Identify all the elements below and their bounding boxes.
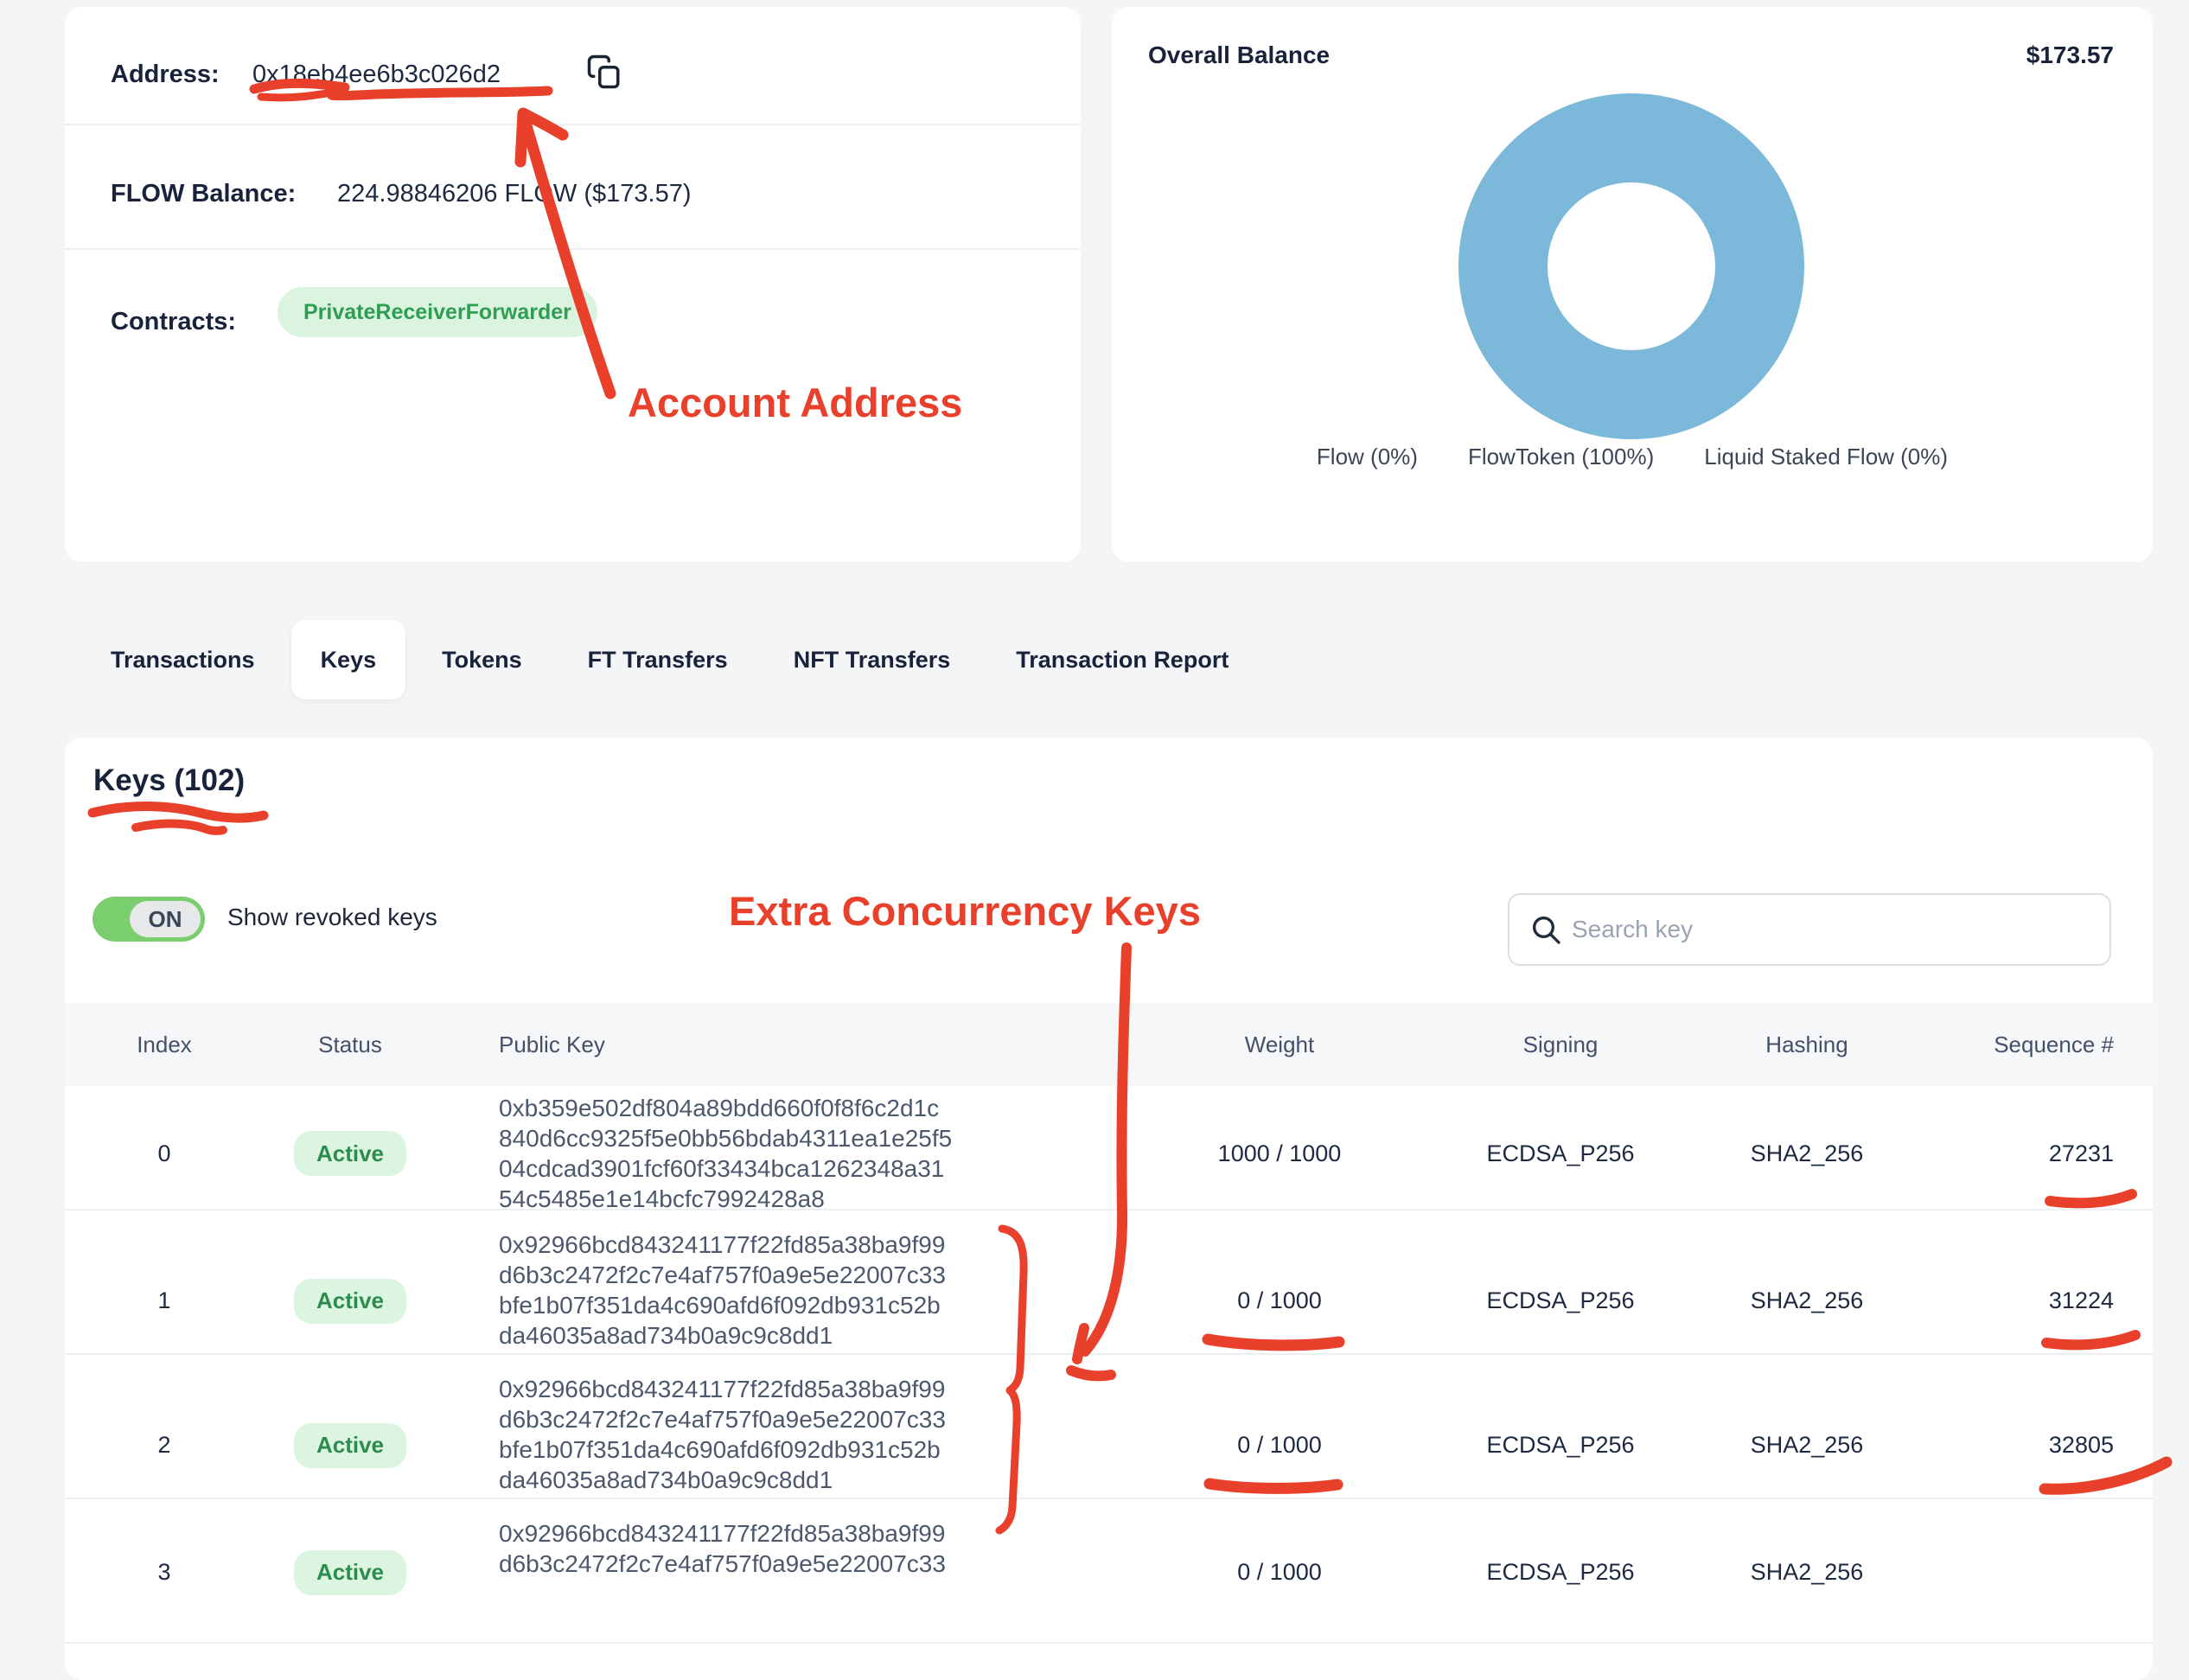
public-key-line: da46035a8ad734b0a9c9c8dd1 <box>499 1322 833 1349</box>
divider <box>65 248 1081 250</box>
key-sequence: 31224 <box>2048 1287 2114 1313</box>
key-row-2: 2 Active 0x92966bcd843241177f22fd85a38ba9f… <box>65 1355 2153 1499</box>
key-weight: 0 / 1000 <box>1237 1287 1322 1313</box>
public-key-line: d6b3c2472f2c7e4af757f0a9e5e22007c33 <box>499 1262 946 1288</box>
donut-legend: Flow (0%) FlowToken (100%) Liquid Staked F… <box>1112 444 2153 470</box>
key-search <box>1508 893 2111 966</box>
divider <box>65 124 1081 125</box>
key-weight: 1000 / 1000 <box>1217 1140 1342 1166</box>
status-badge: Active <box>293 1131 407 1176</box>
key-sequence: 27231 <box>2048 1140 2114 1166</box>
public-key-line: 840d6cc9325f5e0bb56bdab4311ea1e25f5 <box>499 1125 953 1152</box>
tab-nft-transfers[interactable]: NFT Transfers <box>793 646 951 673</box>
tab-transactions[interactable]: Transactions <box>111 646 255 673</box>
key-signing: ECDSA_P256 <box>1486 1432 1635 1458</box>
legend-item: FlowToken (100%) <box>1467 444 1655 470</box>
key-hashing: SHA2_256 <box>1750 1432 1864 1458</box>
public-key-line: 0x92966bcd843241177f22fd85a38ba9f99 <box>499 1376 946 1402</box>
public-key-line: bfe1b07f351da4c690afd6f092db931c52b <box>499 1292 941 1319</box>
column-header-index: Index <box>137 1031 192 1057</box>
annotation-account-address-label: Account Address <box>628 380 963 425</box>
keys-table-header: Index Status Public Key Weight Signing Hashin… <box>65 1003 2153 1086</box>
column-header-weight: Weight <box>1244 1031 1315 1057</box>
key-sequence: 32805 <box>2048 1432 2114 1458</box>
key-index: 0 <box>157 1140 171 1166</box>
public-key-line: 04cdcad3901fcf60f33434bca1262348a31 <box>499 1155 945 1182</box>
status-badge: Active <box>293 1422 407 1468</box>
keys-table-body: 0 Active 0xb359e502df804a89bdd660f0f8f6c2d… <box>65 1086 2153 1644</box>
copy-address-button[interactable] <box>584 50 625 95</box>
account-summary-card: Address: 0x18eb4ee6b3c026d2 FLOW Balance… <box>65 7 1081 562</box>
column-header-sequence-: Sequence # <box>1994 1031 2114 1057</box>
address-value: 0x18eb4ee6b3c026d2 <box>252 61 501 88</box>
public-key-line: 54c5485e1e14bcfc7992428a8 <box>499 1185 825 1212</box>
public-key-line: bfe1b07f351da4c690afd6f092db931c52b <box>499 1436 941 1463</box>
public-key: 0x92966bcd843241177f22fd85a38ba9f99 d6b3c… <box>463 1210 1120 1351</box>
key-status-cell: Active <box>238 1549 463 1595</box>
balance-card-title: Overall Balance <box>1148 42 1331 68</box>
annotation-extra-keys-label: Extra Concurrency Keys <box>729 888 1201 934</box>
key-row-0: 0 Active 0xb359e502df804a89bdd660f0f8f6c2d… <box>65 1086 2153 1212</box>
show-revoked-keys-toggle[interactable]: ON <box>93 897 205 942</box>
column-header-hashing: Hashing <box>1765 1031 1848 1057</box>
column-header-status: Status <box>318 1031 382 1057</box>
copy-icon <box>586 52 622 94</box>
overall-balance-card: Overall Balance $173.57 Flow (0%) FlowTok… <box>1112 7 2153 562</box>
column-header-signing: Signing <box>1522 1031 1599 1057</box>
contracts-label: Contracts: <box>111 308 237 335</box>
status-badge: Active <box>293 1549 407 1595</box>
key-status-cell: Active <box>238 1278 463 1324</box>
tab-keys[interactable]: Keys <box>290 620 406 699</box>
show-revoked-keys-label: Show revoked keys <box>227 904 437 930</box>
key-status-cell: Active <box>238 1131 463 1176</box>
address-label: Address: <box>111 61 220 88</box>
keys-panel: Keys (102) ON Show revoked keys Index Sta… <box>65 738 2153 1680</box>
key-signing: ECDSA_P256 <box>1486 1140 1635 1166</box>
public-key: 0x92966bcd843241177f22fd85a38ba9f99 d6b3c… <box>463 1355 1120 1495</box>
public-key-line: da46035a8ad734b0a9c9c8dd1 <box>499 1466 833 1493</box>
balance-total: $173.57 <box>2026 42 2114 68</box>
public-key: 0xb359e502df804a89bdd660f0f8f6c2d1c 840d6… <box>463 1086 1120 1214</box>
tab-transaction-report[interactable]: Transaction Report <box>1016 646 1229 673</box>
flow-balance-value: 224.98846206 FLOW ($173.57) <box>337 180 692 208</box>
public-key-line: 0x92966bcd843241177f22fd85a38ba9f99 <box>499 1520 946 1547</box>
tab-tokens[interactable]: Tokens <box>442 646 522 673</box>
public-key-line: d6b3c2472f2c7e4af757f0a9e5e22007c33 <box>499 1406 946 1433</box>
key-row-1: 1 Active 0x92966bcd843241177f22fd85a38ba9f… <box>65 1210 2153 1355</box>
public-key-line: 0x92966bcd843241177f22fd85a38ba9f99 <box>499 1231 946 1258</box>
public-key: 0x92966bcd843241177f22fd85a38ba9f99 d6b3c… <box>463 1499 1120 1579</box>
account-tabs: Transactions Keys Tokens FT Transfers NFT Tr… <box>111 620 1229 699</box>
contract-badge[interactable]: PrivateReceiverForwarder <box>278 287 597 337</box>
key-hashing: SHA2_256 <box>1750 1287 1864 1313</box>
status-badge: Active <box>293 1278 407 1324</box>
balance-donut-chart <box>1458 93 1804 439</box>
key-index: 1 <box>157 1287 171 1313</box>
legend-item: Flow (0%) <box>1316 444 1418 470</box>
flow-balance-label: FLOW Balance: <box>111 180 297 208</box>
keys-table: Index Status Public Key Weight Signing Hashin… <box>65 1003 2153 1644</box>
keys-title: Keys (102) <box>93 763 246 797</box>
key-signing: ECDSA_P256 <box>1486 1287 1635 1313</box>
key-status-cell: Active <box>238 1422 463 1468</box>
public-key-line: d6b3c2472f2c7e4af757f0a9e5e22007c33 <box>499 1550 946 1577</box>
key-index: 2 <box>157 1432 171 1458</box>
search-key-input[interactable] <box>1508 893 2111 966</box>
tab-ft-transfers[interactable]: FT Transfers <box>587 646 728 673</box>
legend-item: Liquid Staked Flow (0%) <box>1704 444 1949 470</box>
public-key-line: 0xb359e502df804a89bdd660f0f8f6c2d1c <box>499 1095 940 1121</box>
column-header-public-key: Public Key <box>499 1031 605 1057</box>
key-weight: 0 / 1000 <box>1237 1432 1322 1458</box>
key-row-3: 3 Active 0x92966bcd843241177f22fd85a38ba9f… <box>65 1499 2153 1644</box>
toggle-knob[interactable]: ON <box>130 901 201 937</box>
key-hashing: SHA2_256 <box>1750 1140 1864 1166</box>
